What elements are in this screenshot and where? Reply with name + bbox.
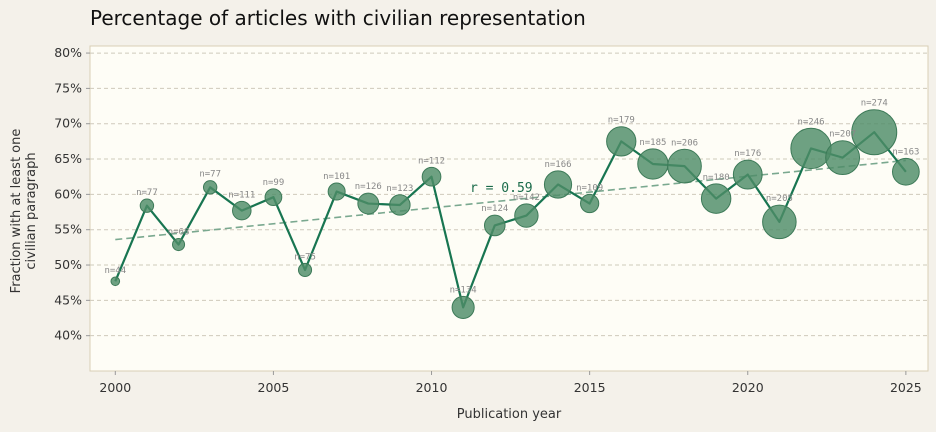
sample-size-label: n=75: [294, 252, 316, 262]
sample-size-label: n=206: [671, 138, 698, 148]
data-point: [667, 148, 702, 184]
sample-size-label: n=185: [639, 138, 666, 148]
data-point: [790, 127, 832, 170]
data-point: [851, 109, 898, 156]
sample-size-label: n=163: [892, 147, 919, 157]
data-point: [580, 193, 600, 214]
sample-size-label: n=44: [104, 266, 126, 276]
data-point: [264, 188, 283, 207]
sample-size-label: n=126: [355, 182, 382, 192]
data-point: [202, 180, 218, 195]
y-ticks: 40% 45% 50% 55% 60% 65% 70% 75% 80%: [54, 45, 90, 343]
sample-size-label: n=180: [703, 173, 730, 183]
x-tick-label: 2020: [732, 380, 764, 395]
y-tick-label: 65%: [54, 151, 82, 166]
data-point: [110, 276, 121, 287]
sample-size-label: n=112: [418, 156, 445, 166]
sample-size-label: n=123: [386, 184, 413, 194]
chart-title: Percentage of articles with civilian rep…: [90, 6, 586, 30]
x-tick-label: 2010: [416, 380, 448, 395]
sample-size-label: n=176: [734, 149, 761, 159]
n-labels-group: n=44 n=77 n=68 n=77 n=111 n=99 n=75 n=101 n=126 n…: [104, 99, 919, 296]
data-point: [451, 295, 475, 319]
x-tick-label: 2005: [258, 380, 290, 395]
data-point: [232, 200, 252, 221]
y-axis-label-line-2: civilian paragraph: [24, 152, 39, 269]
y-tick-label: 55%: [54, 222, 82, 237]
x-axis-label: Publication year: [457, 407, 562, 422]
sample-size-label: n=77: [199, 170, 221, 180]
sample-size-label: n=274: [861, 99, 888, 109]
data-point: [606, 126, 637, 157]
sample-size-label: n=77: [136, 188, 158, 198]
data-point: [732, 159, 763, 190]
sample-size-label: n=101: [323, 172, 350, 182]
data-point: [172, 237, 186, 252]
data-point: [483, 214, 506, 237]
y-tick-label: 75%: [54, 80, 82, 95]
correlation-annotation: r = 0.59: [470, 181, 533, 196]
sample-size-label: n=207: [829, 130, 856, 140]
sample-size-label: n=134: [450, 285, 477, 295]
y-tick-label: 70%: [54, 116, 82, 131]
sample-size-label: n=246: [797, 117, 824, 127]
data-point: [357, 192, 380, 215]
y-tick-label: 45%: [54, 292, 82, 307]
sample-size-label: n=166: [544, 160, 571, 170]
data-point: [700, 183, 732, 214]
data-point: [139, 198, 155, 213]
data-point: [421, 166, 442, 187]
data-point: [297, 262, 313, 278]
bubbles-group: [110, 109, 920, 319]
sample-size-label: n=124: [481, 204, 508, 214]
trend-line-group: [115, 159, 906, 241]
y-axis-label-line-1: Fraction with at least one: [9, 129, 24, 294]
data-point: [762, 204, 797, 240]
sample-size-label: n=111: [228, 190, 255, 200]
sample-size-label: n=205: [766, 194, 793, 204]
sample-size-label: n=99: [263, 178, 285, 188]
data-point: [637, 148, 669, 180]
x-tick-label: 2025: [890, 380, 922, 395]
trend-line: [115, 159, 906, 241]
plot-area: [89, 45, 929, 372]
x-tick-label: 2000: [99, 380, 131, 395]
sample-size-label: n=179: [608, 116, 635, 126]
data-point: [389, 194, 411, 216]
sample-size-label: n=68: [168, 227, 190, 237]
y-axis-label: Fraction with at least onecivilian parag…: [9, 129, 39, 294]
x-tick-label: 2015: [574, 380, 606, 395]
data-point: [327, 182, 346, 201]
y-tick-label: 60%: [54, 186, 82, 201]
data-point: [892, 157, 920, 186]
y-tick-label: 80%: [54, 45, 82, 60]
data-point: [514, 203, 539, 228]
y-tick-label: 50%: [54, 257, 82, 272]
data-point: [543, 170, 573, 199]
sample-size-label: n=142: [513, 193, 540, 203]
sample-size-label: n=109: [576, 183, 603, 193]
data-point: [825, 140, 861, 176]
y-tick-label: 40%: [54, 328, 82, 343]
x-ticks: 2000 2005 2010 2015 2020 2025: [99, 371, 922, 395]
